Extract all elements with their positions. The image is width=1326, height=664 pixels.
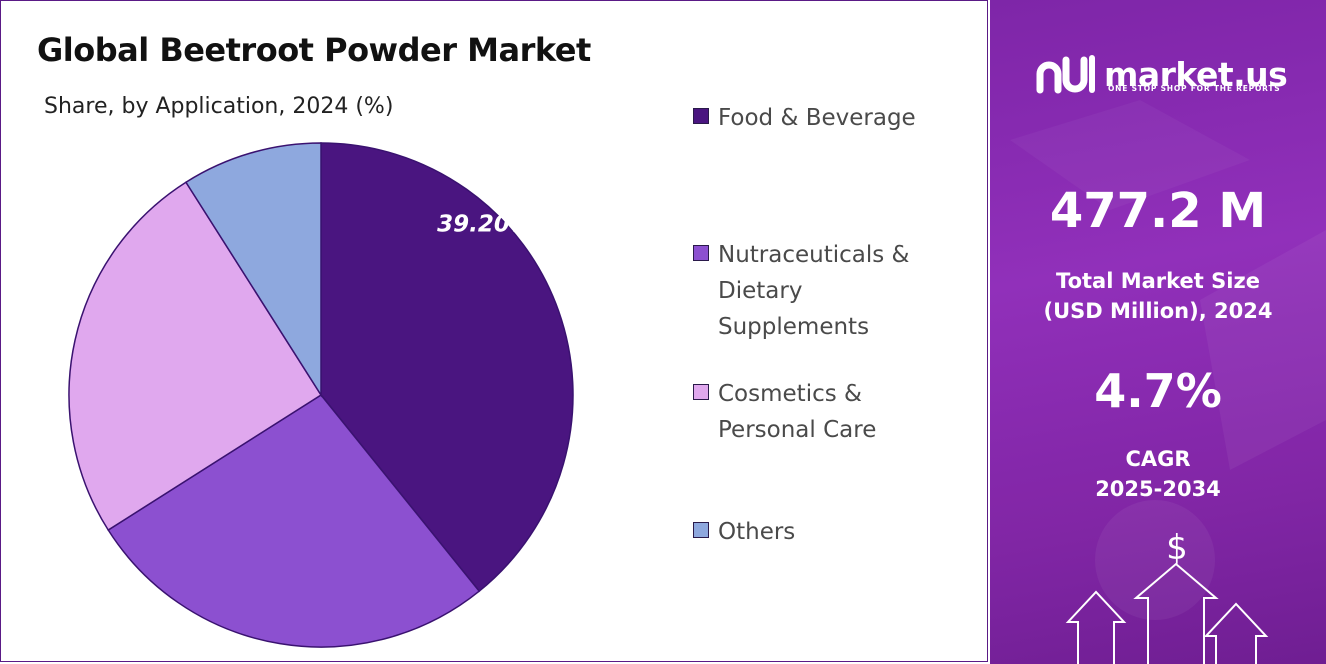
market-size-label-line2: (USD Million), 2024 xyxy=(1043,299,1273,323)
market-us-logo: market.us xyxy=(1034,52,1288,96)
cagr-label: CAGR xyxy=(1125,447,1191,471)
logo-text: market.us xyxy=(1104,54,1288,94)
pie-slice xyxy=(184,142,322,398)
pie-slice xyxy=(68,181,323,532)
chart-subtitle: Share, by Application, 2024 (%) xyxy=(44,94,394,119)
pie-slice xyxy=(320,142,574,593)
legend-swatch xyxy=(693,522,709,538)
legend-swatch xyxy=(693,384,709,400)
legend-label-line: Dietary xyxy=(718,278,803,304)
chart-panel: Global Beetroot Powder Market Share, by … xyxy=(0,0,988,662)
legend-swatch xyxy=(693,245,709,261)
market-size-label-line1: Total Market Size xyxy=(1056,269,1260,293)
pie-slice xyxy=(107,394,481,648)
legend-label: Cosmetics & Personal Care xyxy=(718,376,958,448)
cagr-value: 4.7% xyxy=(1094,364,1222,418)
cagr-period: 2025-2034 xyxy=(1095,477,1221,501)
market-size-value: 477.2 M xyxy=(1049,183,1267,239)
legend-label-line: Cosmetics & xyxy=(718,381,862,407)
legend-item-others: Others xyxy=(693,514,958,550)
background-decoration xyxy=(1010,100,1326,620)
legend-label: Food & Beverage xyxy=(718,100,958,136)
legend-label-line: Others xyxy=(718,519,796,545)
dollar-icon: $ xyxy=(1166,528,1188,568)
legend-label: Others xyxy=(718,514,958,550)
legend-label: Nutraceuticals & Dietary Supplements xyxy=(718,237,958,345)
legend-item-cosmetics: Cosmetics & Personal Care xyxy=(693,376,958,448)
summary-sidebar: market.us ONE STOP SHOP FOR THE REPORTS … xyxy=(990,0,1326,664)
legend-item-food-beverage: Food & Beverage xyxy=(693,100,958,136)
arrow-up-icon xyxy=(1065,562,1269,664)
legend-label-line: Food & Beverage xyxy=(718,105,916,131)
logo-tagline: ONE STOP SHOP FOR THE REPORTS xyxy=(1108,84,1281,93)
legend-item-nutraceuticals: Nutraceuticals & Dietary Supplements xyxy=(693,237,958,345)
legend-swatch xyxy=(693,108,709,124)
market-us-logo-icon xyxy=(1036,55,1095,94)
legend-label-line: Nutraceuticals & xyxy=(718,242,910,268)
pie-chart: 39.20% xyxy=(68,142,574,648)
legend-label-line: Supplements xyxy=(718,314,870,340)
pie-data-label: 39.20% xyxy=(437,211,533,237)
chart-title: Global Beetroot Powder Market xyxy=(37,31,591,69)
legend-label-line: Personal Care xyxy=(718,417,877,443)
